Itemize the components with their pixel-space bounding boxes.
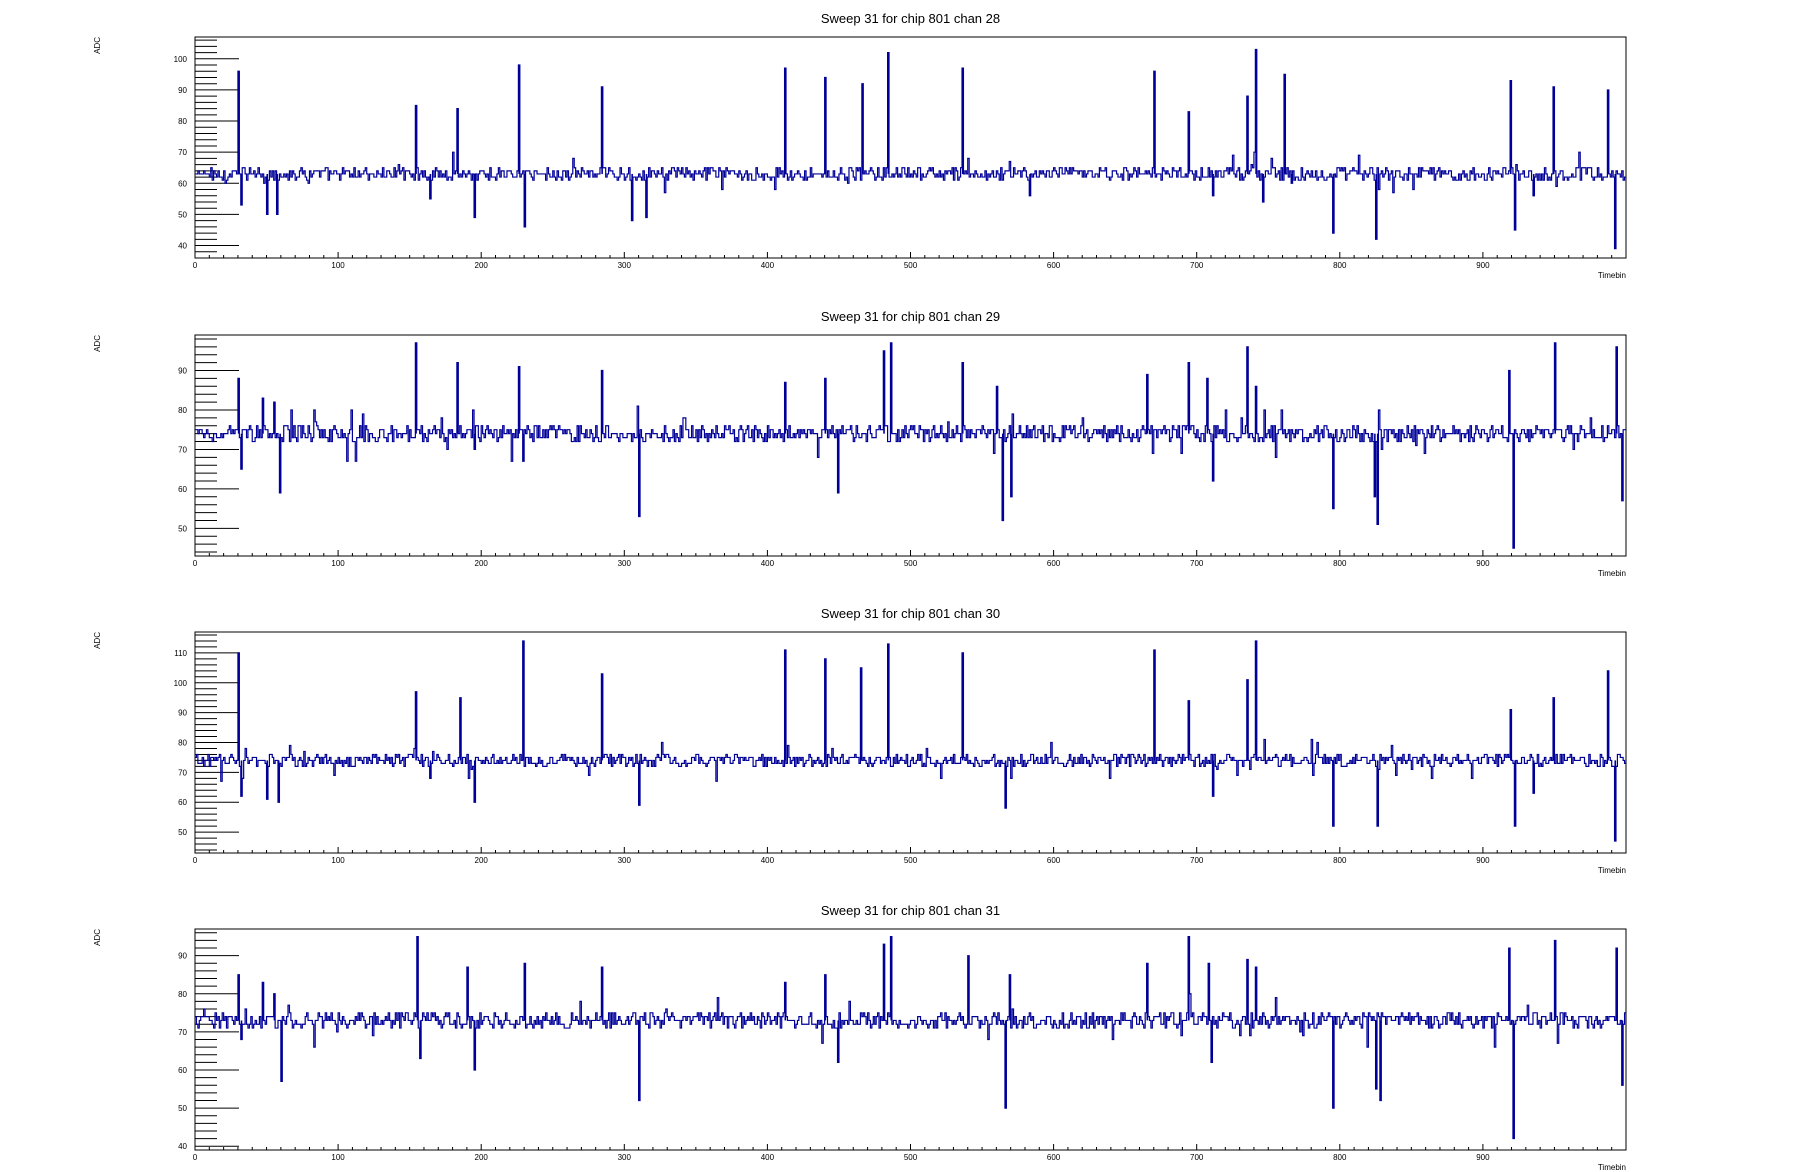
x-tick-label: 400: [761, 856, 775, 865]
x-tick-label: 600: [1047, 856, 1061, 865]
x-tick-label: 500: [904, 559, 918, 568]
plot-frame: [194, 334, 1627, 557]
x-tick-label: 900: [1476, 1153, 1490, 1162]
y-tick-label: 80: [178, 990, 187, 999]
x-tick-label: 900: [1476, 261, 1490, 270]
y-axis-label: ADC: [93, 37, 102, 54]
x-tick-label: 900: [1476, 856, 1490, 865]
y-tick-label: 60: [178, 798, 187, 807]
x-tick-label: 400: [761, 261, 775, 270]
x-tick-label: 600: [1047, 559, 1061, 568]
x-tick-label: 700: [1190, 261, 1204, 270]
x-tick-label: 500: [904, 1153, 918, 1162]
plot-frame: [194, 36, 1627, 259]
adc-series-line: [195, 342, 1626, 549]
y-tick-label: 80: [178, 406, 187, 415]
x-tick-label: 800: [1333, 261, 1347, 270]
chart-panel-3: Sweep 31 for chip 801 chan 30 50 60 70 80 90 1…: [93, 606, 1627, 875]
y-tick-label: 110: [174, 649, 187, 658]
y-tick-label: 60: [178, 485, 187, 494]
x-tick-label: 800: [1333, 856, 1347, 865]
x-tick-label: 200: [475, 856, 489, 865]
chart-title: Sweep 31 for chip 801 chan 29: [821, 309, 1000, 324]
y-tick-label: 50: [178, 1104, 187, 1113]
chart-title: Sweep 31 for chip 801 chan 31: [821, 903, 1000, 918]
y-tick-label: 40: [178, 1142, 187, 1151]
y-axis-label: ADC: [93, 632, 102, 649]
x-tick-label: 700: [1190, 559, 1204, 568]
x-tick-label: 300: [618, 856, 632, 865]
chart-panel-4: Sweep 31 for chip 801 chan 31 40 50 60 70 80 9…: [93, 903, 1627, 1172]
y-tick-label: 90: [178, 952, 187, 961]
plot-frame: [194, 928, 1627, 1151]
y-tick-label: 50: [178, 524, 187, 533]
x-tick-label: 200: [475, 1153, 489, 1162]
x-tick-label: 0: [193, 1153, 198, 1162]
y-tick-label: 50: [178, 210, 187, 219]
y-tick-label: 60: [178, 1066, 187, 1075]
x-tick-label: 300: [618, 261, 632, 270]
x-tick-label: 400: [761, 1153, 775, 1162]
x-tick-label: 800: [1333, 1153, 1347, 1162]
adc-series-line: [195, 640, 1626, 842]
x-axis-label: Timebin: [1598, 271, 1626, 280]
x-axis-label: Timebin: [1598, 1163, 1626, 1172]
chart-panel-1: Sweep 31 for chip 801 chan 28 40 50 60 70 80 9…: [93, 11, 1627, 280]
y-tick-label: 70: [178, 1028, 187, 1037]
x-tick-label: 0: [193, 559, 198, 568]
x-tick-label: 400: [761, 559, 775, 568]
x-tick-label: 200: [475, 559, 489, 568]
y-tick-label: 70: [178, 768, 187, 777]
x-tick-label: 900: [1476, 559, 1490, 568]
y-axis-label: ADC: [93, 929, 102, 946]
chart-title: Sweep 31 for chip 801 chan 28: [821, 11, 1000, 26]
x-tick-label: 500: [904, 261, 918, 270]
y-tick-label: 70: [178, 445, 187, 454]
y-tick-label: 70: [178, 148, 187, 157]
x-tick-label: 800: [1333, 559, 1347, 568]
plot-frame: [194, 631, 1627, 854]
y-tick-label: 90: [178, 86, 187, 95]
y-tick-label: 40: [178, 242, 187, 251]
adc-series-line: [195, 936, 1626, 1140]
y-tick-label: 80: [178, 739, 187, 748]
x-tick-label: 500: [904, 856, 918, 865]
x-tick-label: 100: [331, 856, 345, 865]
x-tick-label: 300: [618, 1153, 632, 1162]
y-tick-label: 100: [174, 55, 188, 64]
y-tick-label: 80: [178, 117, 187, 126]
x-tick-label: 200: [475, 261, 489, 270]
chart-title: Sweep 31 for chip 801 chan 30: [821, 606, 1000, 621]
y-tick-label: 50: [178, 828, 187, 837]
y-axis-label: ADC: [93, 335, 102, 352]
y-tick-label: 90: [178, 367, 187, 376]
x-axis-label: Timebin: [1598, 866, 1626, 875]
x-tick-label: 0: [193, 261, 198, 270]
x-axis-label: Timebin: [1598, 569, 1626, 578]
x-tick-label: 600: [1047, 1153, 1061, 1162]
x-tick-label: 100: [331, 261, 345, 270]
x-tick-label: 300: [618, 559, 632, 568]
x-tick-label: 700: [1190, 856, 1204, 865]
x-tick-label: 100: [331, 1153, 345, 1162]
y-tick-label: 100: [174, 679, 188, 688]
x-tick-label: 100: [331, 559, 345, 568]
y-tick-label: 90: [178, 709, 187, 718]
x-tick-label: 600: [1047, 261, 1061, 270]
adc-series-line: [195, 48, 1626, 250]
chart-panel-2: Sweep 31 for chip 801 chan 2950607080900…: [93, 309, 1627, 578]
y-tick-label: 60: [178, 179, 187, 188]
x-tick-label: 0: [193, 856, 198, 865]
x-tick-label: 700: [1190, 1153, 1204, 1162]
